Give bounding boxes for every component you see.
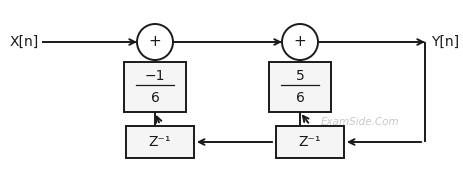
Text: −1: −1	[144, 69, 165, 83]
Text: +: +	[148, 35, 161, 50]
Text: Y[n]: Y[n]	[430, 35, 458, 49]
Circle shape	[137, 24, 173, 60]
Bar	[124, 62, 186, 112]
Text: ExamSide.Com: ExamSide.Com	[320, 117, 399, 127]
Circle shape	[282, 24, 317, 60]
Bar	[269, 62, 330, 112]
Text: X[n]: X[n]	[10, 35, 39, 49]
Text: +: +	[293, 35, 306, 50]
Bar	[275, 126, 343, 158]
Text: 6: 6	[295, 91, 304, 105]
Text: 5: 5	[295, 69, 304, 83]
Bar	[126, 126, 194, 158]
Text: Z⁻¹: Z⁻¹	[149, 135, 171, 149]
Text: 6: 6	[150, 91, 159, 105]
Text: Z⁻¹: Z⁻¹	[298, 135, 320, 149]
